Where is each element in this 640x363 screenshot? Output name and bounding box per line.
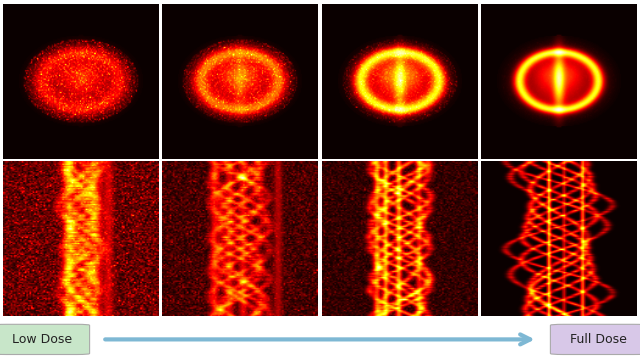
FancyBboxPatch shape bbox=[550, 324, 640, 355]
FancyArrowPatch shape bbox=[105, 334, 530, 344]
FancyBboxPatch shape bbox=[0, 324, 90, 355]
Text: Full Dose: Full Dose bbox=[570, 333, 627, 346]
Text: Low Dose: Low Dose bbox=[12, 333, 72, 346]
